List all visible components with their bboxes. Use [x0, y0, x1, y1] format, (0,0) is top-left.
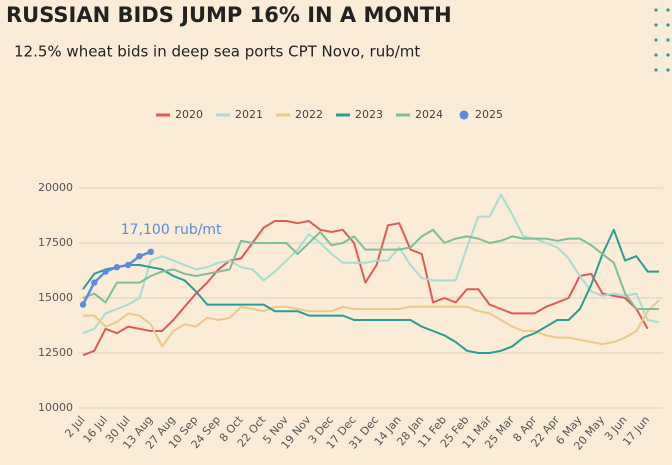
- y-tick-label: 20000: [38, 181, 73, 194]
- legend-swatch: [459, 110, 469, 120]
- x-tick-label: 16 Jul: [80, 414, 110, 446]
- decoration-dots: [654, 8, 670, 72]
- series-marker: [113, 264, 121, 271]
- series-line: [82, 193, 660, 335]
- y-tick-label: 12500: [38, 346, 73, 359]
- series-marker: [79, 301, 87, 308]
- chart-subtitle: 12.5% wheat bids in deep sea ports CPT N…: [14, 43, 420, 61]
- series-marker: [102, 268, 109, 275]
- series-line: [82, 228, 659, 354]
- legend-label: 2020: [175, 108, 203, 121]
- legend-label: 2024: [415, 108, 443, 121]
- chart-title: RUSSIAN BIDS JUMP 16% IN A MONTH: [6, 3, 452, 27]
- legend-label: 2023: [355, 108, 383, 121]
- y-tick-label: 10000: [38, 401, 73, 414]
- series-marker: [136, 253, 143, 260]
- series-line: [82, 220, 649, 357]
- series-line: [82, 228, 659, 310]
- legend-label: 2025: [475, 108, 503, 121]
- series-marker: [91, 279, 98, 286]
- series-line: [83, 299, 660, 348]
- y-tick-label: 17500: [38, 236, 73, 249]
- y-tick-label: 15000: [38, 291, 73, 304]
- series-marker: [124, 261, 132, 269]
- legend-label: 2022: [295, 108, 323, 121]
- series-marker: [147, 248, 154, 255]
- annotation: 17,100 rub/mt: [121, 222, 222, 238]
- legend-label: 2021: [235, 108, 263, 121]
